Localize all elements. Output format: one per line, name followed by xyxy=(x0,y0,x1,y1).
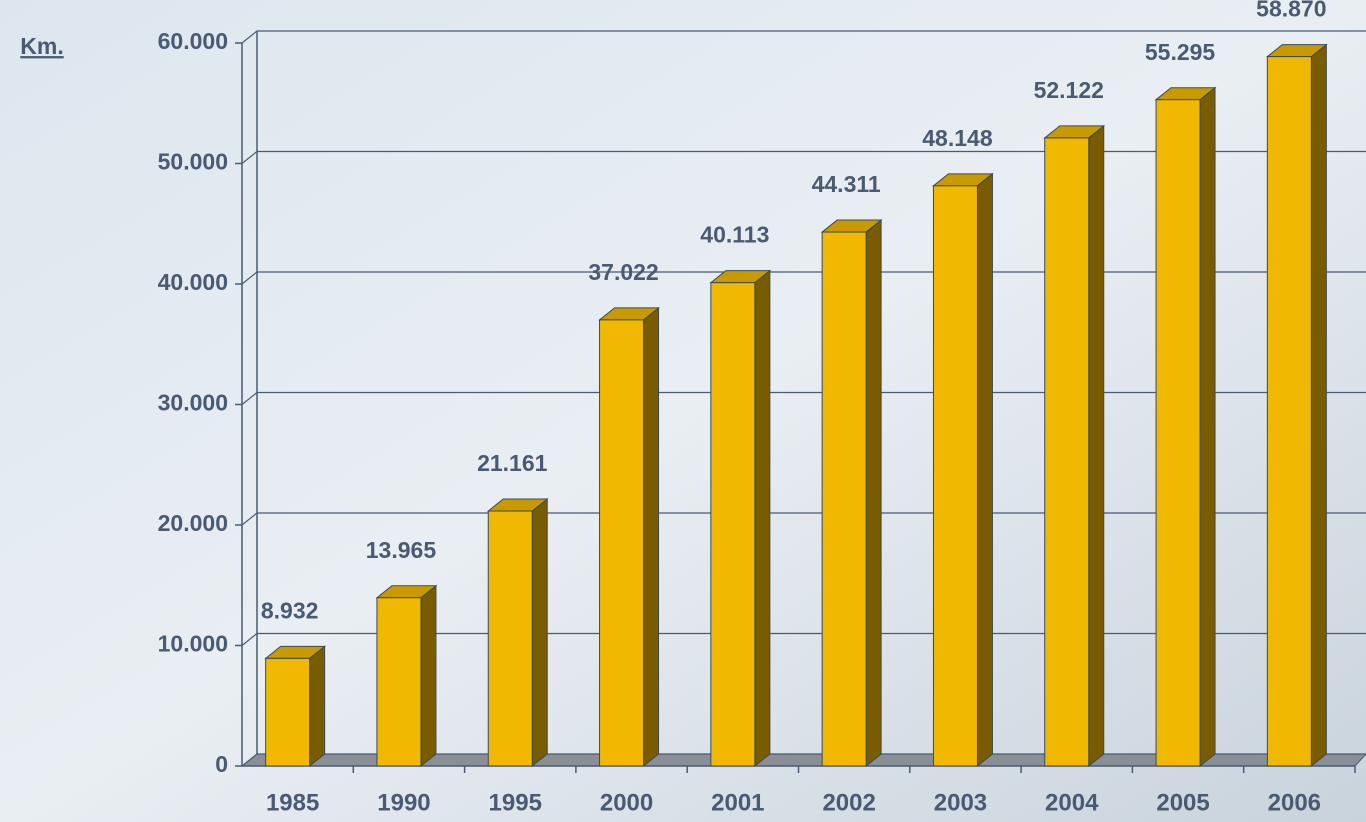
y-tick-label: 50.000 xyxy=(158,149,228,175)
bar-side xyxy=(1089,126,1104,766)
y-tick-label: 30.000 xyxy=(158,390,228,416)
bar-side xyxy=(310,646,325,766)
bar xyxy=(1267,57,1311,766)
x-tick-label: 2002 xyxy=(822,789,875,816)
value-label: 13.965 xyxy=(366,537,437,563)
value-label: 21.161 xyxy=(477,450,548,476)
value-label: 52.122 xyxy=(1034,77,1104,103)
x-tick-label: 1985 xyxy=(266,789,319,816)
x-tick-label: 1995 xyxy=(489,789,542,816)
y-axis-label: Km. xyxy=(20,33,63,59)
bar xyxy=(1156,100,1200,766)
y-tick-label: 0 xyxy=(215,751,228,777)
x-tick-label: 2006 xyxy=(1268,789,1321,816)
bar xyxy=(600,320,644,766)
value-label: 40.113 xyxy=(700,222,769,248)
value-label: 44.311 xyxy=(812,171,881,197)
bar xyxy=(488,511,532,766)
bar-side xyxy=(644,308,659,766)
bar xyxy=(377,598,421,766)
bar-side xyxy=(755,271,770,766)
value-label: 58.870 xyxy=(1256,0,1326,22)
bar xyxy=(933,186,977,766)
x-tick-label: 1990 xyxy=(377,789,430,816)
x-tick-label: 2001 xyxy=(711,789,764,816)
bar xyxy=(822,232,866,766)
y-tick-label: 10.000 xyxy=(158,631,228,657)
value-label: 37.022 xyxy=(588,259,658,285)
bar xyxy=(266,658,310,766)
y-tick-label: 40.000 xyxy=(158,269,228,295)
bar-side xyxy=(977,174,992,766)
value-label: 8.932 xyxy=(261,597,319,623)
bar-side xyxy=(421,586,436,766)
x-tick-label: 2004 xyxy=(1045,789,1099,816)
x-tick-label: 2000 xyxy=(600,789,653,816)
y-tick-label: 60.000 xyxy=(158,28,228,54)
bar-side xyxy=(866,220,881,766)
chart: Km. 0 10.000 20.000 30.000 40.000 50.000 60.00… xyxy=(0,0,1366,822)
y-tick-label: 20.000 xyxy=(158,510,228,536)
bar xyxy=(711,283,755,766)
bar-side xyxy=(532,499,547,766)
value-label: 55.295 xyxy=(1145,39,1216,65)
value-label: 48.148 xyxy=(922,125,993,151)
bar-side xyxy=(1311,45,1326,766)
bar xyxy=(1045,138,1089,766)
x-tick-label: 2005 xyxy=(1156,789,1209,816)
x-tick-label: 2003 xyxy=(934,789,987,816)
bar-side xyxy=(1200,88,1215,766)
